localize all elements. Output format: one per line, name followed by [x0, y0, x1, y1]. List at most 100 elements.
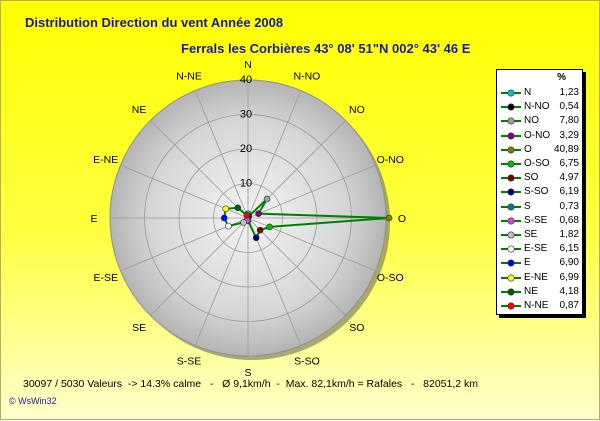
data-point: [252, 234, 260, 242]
data-point: [234, 204, 242, 212]
legend-item: E 6,90: [497, 256, 582, 270]
legend-symbol: [501, 160, 521, 168]
legend-value: 0,54: [559, 101, 579, 113]
legend-label: S: [524, 200, 531, 212]
credit-text: © WsWin32: [9, 396, 57, 406]
legend-label: O-SO: [524, 158, 550, 169]
direction-label: N-NO: [294, 71, 321, 83]
legend-item: N-NO 0,54: [497, 100, 582, 114]
legend-value: 4,18: [559, 285, 579, 297]
legend-value: 6,90: [559, 257, 579, 269]
direction-label: NE: [132, 104, 147, 116]
data-point: [240, 219, 247, 226]
legend-symbol: [501, 245, 521, 253]
legend-value: 6,15: [559, 243, 579, 255]
legend-value: 0,68: [559, 214, 579, 226]
legend-symbol: [501, 203, 521, 211]
legend-symbol: [501, 103, 521, 111]
direction-label: S-SO: [294, 355, 320, 367]
legend-value: 4,97: [559, 172, 579, 184]
direction-label: E-SE: [93, 272, 118, 284]
grid-spoke: [247, 217, 346, 316]
legend-value: 3,29: [559, 129, 579, 141]
legend-label: O-NO: [524, 129, 551, 141]
legend-item: O-NO 3,29: [497, 129, 582, 143]
data-point: [263, 195, 271, 203]
legend-symbol: [501, 274, 521, 282]
legend-symbol: [501, 146, 521, 154]
direction-label: SE: [132, 322, 146, 334]
legend-label: NE: [524, 285, 538, 297]
data-point: [225, 222, 232, 230]
legend-header: %: [557, 72, 566, 83]
legend-value: 6,99: [559, 271, 579, 283]
radial-tick-label: 20: [240, 143, 252, 155]
legend-label: S-SO: [524, 186, 549, 198]
radial-tick-label: 30: [240, 109, 252, 121]
legend-item: SE 1,82: [497, 228, 582, 242]
legend: % N 1,23 N-NO 0,54 NO 7,80 O-NO 3,29 O 40,89 O-SO 6…: [496, 69, 583, 315]
legend-label: E-SE: [524, 243, 548, 255]
legend-item: NE 4,18: [497, 285, 582, 299]
grid-spoke: [150, 217, 249, 316]
grid-spoke: [194, 217, 249, 346]
grid-spoke: [247, 164, 376, 219]
legend-label: N-NE: [524, 300, 549, 311]
legend-item: O 40,89: [497, 143, 582, 157]
legend-symbol: [501, 89, 521, 97]
legend-symbol: [501, 188, 521, 196]
footer-stats: 30097 / 5030 Valeurs -> 14.3% calme - Ø …: [23, 378, 479, 390]
legend-label: S-SE: [524, 214, 548, 226]
legend-symbol: [501, 288, 521, 296]
direction-label: SO: [349, 322, 364, 334]
legend-value: 7,80: [559, 115, 579, 127]
legend-value: 1,82: [559, 229, 579, 240]
legend-symbol: [501, 132, 521, 140]
radial-tick-label: 40: [240, 74, 252, 86]
legend-value: 0,73: [559, 200, 579, 212]
legend-symbol: [501, 302, 521, 310]
legend-symbol: [501, 217, 521, 225]
legend-symbol: [501, 259, 521, 267]
legend-label: SE: [524, 229, 538, 240]
grid-spoke: [194, 90, 249, 219]
legend-label: O: [524, 143, 532, 155]
chart-subtitle: Ferrals les Corbières 43° 08' 51"N 002° …: [181, 41, 471, 56]
legend-value: 6,75: [559, 158, 579, 169]
direction-label: N-NE: [176, 71, 202, 83]
direction-label: E-NE: [93, 154, 118, 166]
data-point: [243, 211, 251, 219]
legend-label: N: [524, 87, 532, 98]
legend-item: N 1,23: [497, 86, 582, 100]
legend-symbol: [501, 117, 521, 125]
direction-label: O: [398, 213, 406, 225]
radial-tick-label: 10: [240, 178, 252, 190]
legend-value: 40,89: [553, 143, 579, 155]
legend-item: S-SE 0,68: [497, 214, 582, 228]
legend-item: N-NE 0,87: [497, 299, 582, 313]
data-point: [220, 214, 228, 222]
legend-item: NO 7,80: [497, 114, 582, 128]
legend-item: S 0,73: [497, 200, 582, 214]
direction-label: O-SO: [377, 272, 404, 284]
legend-item: E-SE 6,15: [497, 242, 582, 256]
data-point: [255, 210, 262, 217]
legend-item: SO 4,97: [497, 171, 582, 185]
data-point: [266, 223, 273, 231]
legend-label: N-NO: [524, 101, 550, 113]
legend-symbol: [501, 231, 521, 239]
legend-value: 0,87: [559, 300, 579, 311]
direction-label: N: [244, 59, 252, 71]
direction-label: O-NO: [377, 154, 404, 166]
chart-title: Distribution Direction du vent Année 200…: [25, 15, 284, 30]
direction-label: S-SE: [177, 355, 202, 367]
direction-label: S: [244, 367, 251, 379]
data-point: [385, 214, 393, 222]
legend-item: O-SO 6,75: [497, 157, 582, 171]
legend-item: E-NE 6,99: [497, 271, 582, 285]
direction-label: NO: [349, 104, 365, 116]
data-point: [222, 205, 230, 213]
legend-label: E-NE: [524, 271, 548, 283]
